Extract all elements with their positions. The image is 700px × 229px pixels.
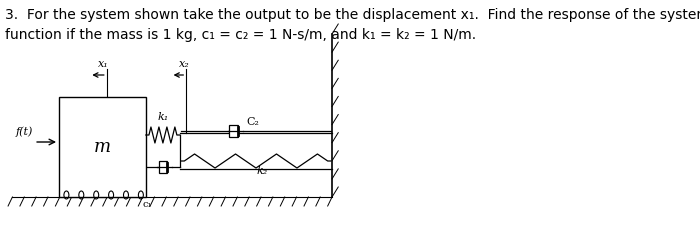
Text: f(t): f(t) (16, 126, 34, 137)
Text: k₂: k₂ (257, 166, 268, 176)
Bar (59, 97, 146, 197)
Bar (159, 161, 167, 173)
Bar (229, 125, 237, 137)
Text: x₁: x₁ (98, 59, 109, 69)
Text: m: m (94, 138, 111, 156)
Text: 3.  For the system shown take the output to be the displacement x₁.  Find the re: 3. For the system shown take the output … (5, 8, 700, 41)
Text: c₁: c₁ (143, 200, 152, 209)
Text: C₂: C₂ (247, 117, 260, 127)
Text: k₁: k₁ (158, 112, 169, 122)
Text: x₂: x₂ (179, 59, 190, 69)
